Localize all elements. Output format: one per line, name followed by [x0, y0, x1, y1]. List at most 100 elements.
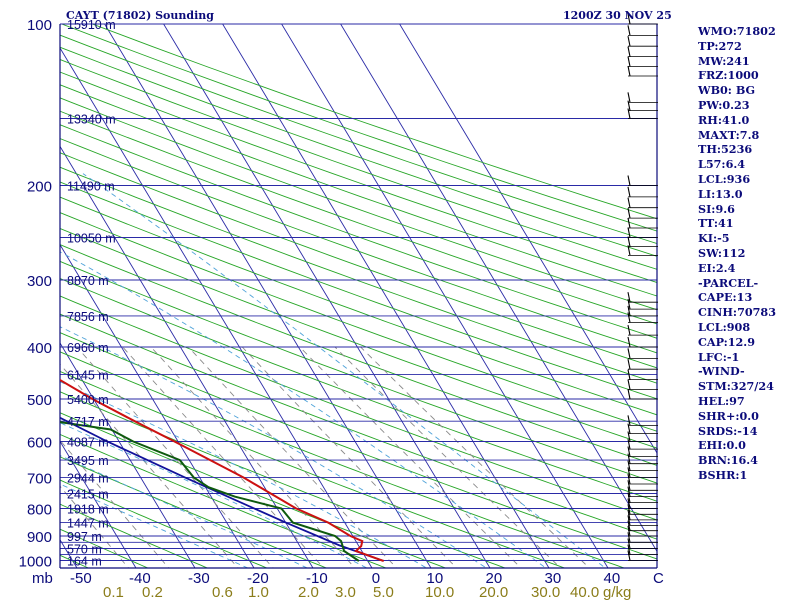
mixing-ratio-line [360, 346, 591, 568]
height-label: 7856 m [67, 310, 109, 324]
isotherm-line [399, 24, 657, 454]
mixing-ratio-line [122, 346, 325, 568]
moist-adiabat-line [60, 251, 547, 568]
pressure-tick-label: 800 [27, 502, 52, 519]
wind-barb [627, 245, 658, 256]
wind-barb [627, 525, 658, 537]
dry-adiabat-line [60, 412, 447, 568]
dry-adiabat-line [60, 278, 657, 502]
isotherm-line [0, 0, 20, 572]
sounding-index: TP:272 [698, 38, 742, 53]
wind-barb [627, 336, 658, 348]
mixing-ratio-label: 40.0 [570, 584, 599, 600]
height-label: 4087 m [67, 436, 109, 450]
temperature-tick-label: 10 [427, 570, 444, 587]
wind-barb-flag [627, 538, 631, 549]
x-axis-unit-label: mb [32, 570, 53, 587]
wind-barb-flag [627, 217, 631, 229]
wind-barb [627, 197, 658, 209]
dry-adiabat-line [60, 332, 657, 560]
wind-barb [627, 312, 658, 323]
moist-adiabat-line [60, 381, 428, 568]
wind-barb-flag [627, 446, 631, 457]
mixing-ratio-label: 30.0 [531, 584, 560, 600]
moist-adiabat-line [82, 173, 607, 568]
mixing-ratio-label: 20.0 [479, 584, 508, 600]
moist-adiabat-line [60, 422, 368, 568]
wind-barb-flag [627, 298, 631, 310]
moist-adiabat-line [60, 326, 488, 568]
mixing-ratio-label: g/kg [603, 584, 631, 600]
temperature-tick-label: -10 [306, 570, 328, 587]
pressure-tick-label: 1000 [19, 554, 52, 571]
sounding-index: LCL:908 [698, 319, 751, 334]
wind-barb [627, 56, 658, 67]
sounding-index: FRZ:1000 [698, 68, 759, 83]
wind-barb-flag [627, 473, 631, 485]
sounding-index: LFC:-1 [698, 349, 740, 364]
mixing-ratio-label: 1.0 [248, 584, 269, 600]
sounding-index: -PARCEL- [698, 275, 759, 290]
wind-barb-flag [627, 492, 631, 503]
sounding-index: L57:6.4 [698, 157, 746, 172]
wind-barb [627, 509, 658, 521]
wind-barb-flag [627, 509, 631, 521]
wind-barb-flag [627, 453, 631, 464]
temperature-tick-label: 30 [545, 570, 562, 587]
wind-barb-flag [627, 348, 631, 359]
dry-adiabat-line [60, 370, 567, 568]
wind-barb [627, 305, 658, 317]
height-label: 8870 m [67, 274, 109, 288]
parcel-trace [60, 416, 385, 562]
wind-barb [627, 100, 658, 111]
wind-barb-flag [627, 480, 631, 491]
mixing-ratio-line [60, 439, 170, 568]
temperature-tick-label: -20 [247, 570, 269, 587]
sounding-index: RH:41.0 [698, 112, 750, 127]
wind-barb [627, 186, 658, 198]
mixing-ratio-label: 5.0 [373, 584, 394, 600]
wind-barb-flag [627, 379, 631, 390]
wind-barb-flag [627, 504, 631, 515]
dry-adiabat-line [60, 528, 149, 568]
pressure-tick-label: 600 [27, 435, 52, 452]
wind-barb [627, 453, 658, 465]
isotherm-line [163, 24, 491, 568]
wind-barb [627, 460, 658, 472]
wind-barb [627, 544, 658, 555]
wind-barb [627, 379, 658, 390]
isotherm-line [281, 24, 609, 568]
wind-barb [627, 423, 658, 435]
pressure-tick-label: 500 [27, 392, 52, 409]
height-label: 3495 m [67, 454, 109, 468]
pressure-tick-label: 200 [27, 179, 52, 196]
height-label: 164 m [67, 555, 102, 569]
wind-barb [627, 25, 658, 36]
mixing-ratio-line [188, 346, 398, 568]
wind-barb-flag [627, 175, 631, 186]
wind-barb [627, 236, 658, 248]
wind-barb [627, 492, 658, 504]
height-label: 11490 m [67, 180, 115, 194]
wind-barb [627, 46, 658, 57]
sounding-index: WB0: BG [698, 83, 756, 98]
dry-adiabat-line [60, 244, 657, 466]
wind-barb-flag [627, 431, 631, 442]
dry-adiabat-line [60, 456, 328, 568]
mixing-ratio-label: 0.1 [103, 584, 124, 600]
sounding-index: LI:13.0 [698, 186, 743, 201]
wind-barb-flag [627, 305, 631, 317]
wind-barb [627, 13, 658, 25]
wind-barb [627, 359, 658, 370]
wind-barb-flag [627, 520, 631, 531]
height-label: 5400 m [67, 393, 109, 407]
wind-barb [627, 480, 658, 491]
temperature-tick-label: 0 [372, 570, 380, 587]
sounding-index: SHR+:0.0 [698, 408, 759, 423]
dry-adiabat-line [60, 260, 657, 484]
background-lines [0, 0, 657, 572]
wind-barb-flag [627, 369, 631, 380]
sounding-index: SW:112 [698, 245, 746, 260]
wind-barb-flag [627, 108, 631, 119]
